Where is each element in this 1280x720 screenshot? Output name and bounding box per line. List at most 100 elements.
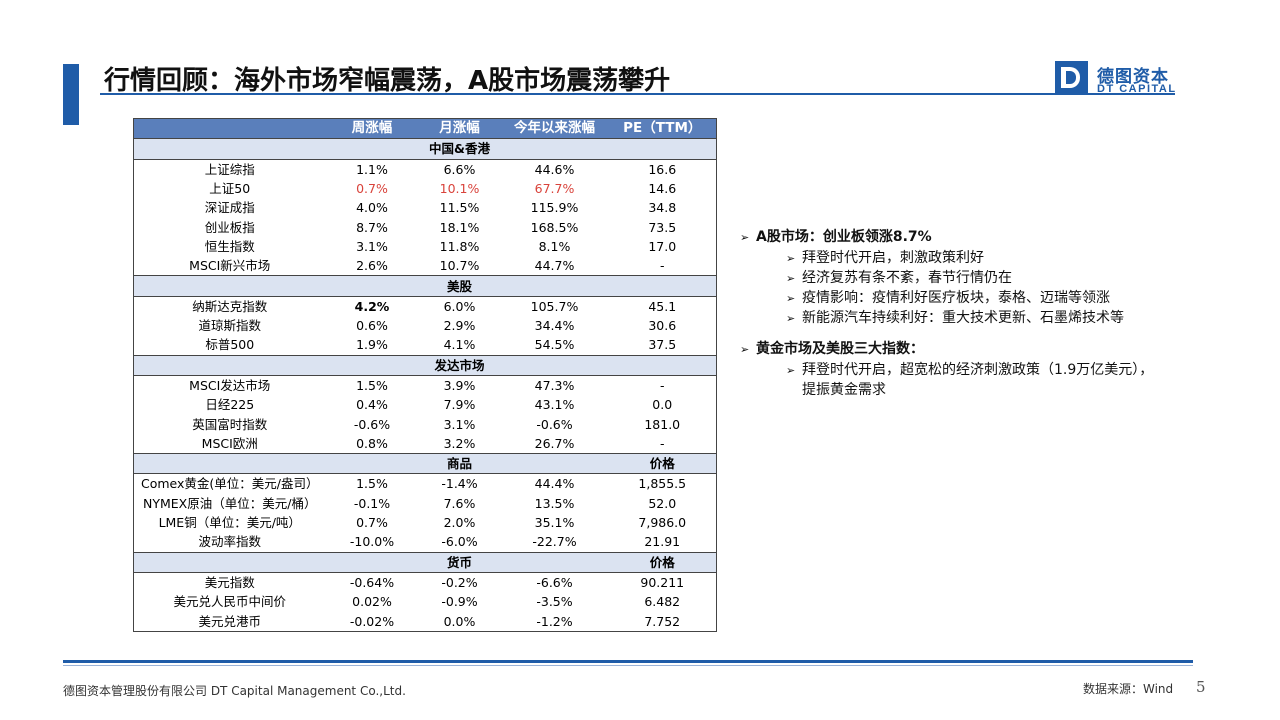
table-row: Comex黄金(单位：美元/盎司） 1.5% -1.4% 44.4% 1,855.5 (134, 474, 717, 494)
section-header-row: 美股 (133, 275, 717, 297)
table-row: MSCI欧洲 0.8% 3.2% 26.7% - (134, 434, 717, 454)
table-cell: 4.2% (354, 298, 390, 314)
table-cell: 10.1% (439, 181, 480, 197)
table-row: 波动率指数 -10.0% -6.0% -22.7% 21.91 (134, 532, 717, 552)
row-label: 上证50 (209, 181, 251, 197)
table-row: 恒生指数 3.1% 11.8% 8.1% 17.0 (134, 237, 717, 256)
table-cell: 16.6 (648, 161, 677, 177)
column-header (133, 118, 326, 140)
footer-company: 德图资本管理股份有限公司 DT Capital Management Co.,L… (63, 684, 406, 698)
table-cell: 1.5% (356, 476, 388, 492)
sub-bullet: ➢ 新能源汽车持续利好：重大技术更新、石墨烯技术等 (740, 308, 1240, 328)
table-cell: 3.2% (443, 435, 476, 451)
table-cell: -22.7% (532, 534, 577, 550)
table-row: 英国富时指数 -0.6% 3.1% -0.6% 181.0 (134, 414, 717, 433)
row-label: 上证综指 (204, 161, 255, 177)
row-label: 深证成指 (204, 200, 255, 216)
footer-source: 数据来源：Wind (1083, 682, 1174, 696)
section-extra-label (608, 354, 717, 376)
table-row: NYMEX原油（单位：美元/桶） -0.1% 7.6% 13.5% 52.0 (134, 494, 717, 513)
row-label: 恒生指数 (204, 238, 255, 254)
section-extra-label (608, 275, 717, 297)
row-label: NYMEX原油（单位：美元/桶） (143, 495, 317, 511)
sub-bullet: ➢ 拜登时代开启，刺激政策利好 (740, 248, 1240, 268)
table-cell: 0.0% (443, 613, 476, 629)
table-cell: 34.8 (648, 200, 677, 216)
table-cell: 0.0 (652, 397, 673, 413)
arrow-icon: ➢ (786, 252, 796, 265)
section-title: 中国&香港 (418, 138, 501, 160)
table-cell: 54.5% (534, 337, 575, 353)
row-label: Comex黄金(单位：美元/盎司） (140, 476, 319, 492)
section-title: 商品 (418, 453, 501, 475)
table-cell: 90.211 (640, 574, 685, 590)
table-cell: 0.8% (356, 435, 388, 451)
table-cell: 44.6% (534, 161, 575, 177)
row-label: 英国富时指数 (192, 416, 268, 432)
row-label: 波动率指数 (198, 534, 261, 550)
table-cell: 3.9% (443, 378, 476, 393)
sub-bullet: ➢ 疫情影响：疫情利好医疗板块，泰格、迈瑞等领涨 (740, 288, 1240, 308)
section-extra-label (608, 138, 717, 160)
table-row: 道琼斯指数 0.6% 2.9% 34.4% 30.6 (134, 316, 717, 335)
row-label: 美元兑人民币中间价 (173, 594, 286, 610)
row-label: MSCI新兴市场 (189, 258, 271, 274)
table-cell: 115.9% (530, 200, 579, 216)
table-row: 美元兑人民币中间价 0.02% -0.9% -3.5% 6.482 (134, 592, 717, 611)
page-number: 5 (1196, 678, 1206, 696)
table-cell: -0.02% (349, 613, 395, 629)
table-cell: 45.1 (648, 298, 677, 314)
row-label: 标普500 (205, 337, 255, 353)
table-cell: 13.5% (534, 495, 575, 511)
table-cell: 0.6% (356, 318, 388, 334)
table-row: 美元指数 -0.64% -0.2% -6.6% 90.211 (134, 572, 717, 592)
table-cell: 3.1% (443, 416, 476, 432)
section-header-row: 中国&香港 (133, 138, 717, 160)
section-header-row: 商品 价格 (133, 453, 717, 475)
section-header-row: 货币 价格 (133, 551, 717, 573)
arrow-icon: ➢ (740, 231, 750, 244)
title-underline (100, 93, 1175, 95)
table-cell: 67.7% (534, 181, 575, 197)
column-header: 周涨幅 (325, 118, 419, 140)
table-cell: 7,986.0 (638, 515, 687, 531)
table-cell: 4.0% (356, 200, 388, 216)
row-label: 道琼斯指数 (198, 318, 261, 334)
table-cell: 7.752 (644, 613, 681, 629)
table-cell: 0.02% (352, 594, 392, 610)
column-header: 月涨幅 (418, 118, 501, 140)
arrow-icon: ➢ (786, 292, 796, 305)
table-cell: 26.7% (534, 435, 575, 451)
row-label: MSCI欧洲 (201, 435, 258, 451)
arrow-icon: ➢ (786, 312, 796, 325)
table-cell: 1,855.5 (638, 476, 687, 492)
footer-rule-thin (63, 665, 1193, 666)
table-cell: 47.3% (534, 378, 575, 393)
table-row: LME铜（单位：美元/吨） 0.7% 2.0% 35.1% 7,986.0 (134, 513, 717, 532)
table-cell: 52.0 (648, 495, 677, 511)
table-cell: 168.5% (530, 219, 579, 235)
table-cell: -3.5% (536, 594, 573, 610)
section-header-row: 发达市场 (133, 354, 717, 376)
table-cell: -0.6% (536, 416, 573, 432)
row-label: 创业板指 (204, 219, 255, 235)
section-title: 货币 (418, 551, 501, 573)
table-cell: 11.5% (439, 200, 480, 216)
table-cell: -0.9% (441, 594, 478, 610)
column-header: 今年以来涨幅 (500, 118, 609, 140)
table-cell: - (659, 378, 665, 393)
company-logo: 德图资本 DT CAPITAL (1055, 60, 1185, 98)
table-cell: 7.9% (443, 397, 476, 413)
table-cell: 6.6% (443, 161, 476, 177)
table-cell: 8.7% (356, 219, 388, 235)
column-header: PE（TTM） (608, 118, 717, 140)
row-label: 纳斯达克指数 (192, 298, 268, 314)
arrow-icon: ➢ (740, 343, 750, 356)
table-cell: 44.7% (534, 258, 575, 274)
table-cell: 7.6% (443, 495, 476, 511)
table-cell: 1.1% (356, 161, 388, 177)
sub-bullet: ➢ 经济复苏有条不紊，春节行情仍在 (740, 268, 1240, 288)
arrow-icon: ➢ (786, 272, 796, 285)
table-row: 深证成指 4.0% 11.5% 115.9% 34.8 (134, 198, 717, 217)
table-cell: -1.4% (441, 476, 478, 492)
